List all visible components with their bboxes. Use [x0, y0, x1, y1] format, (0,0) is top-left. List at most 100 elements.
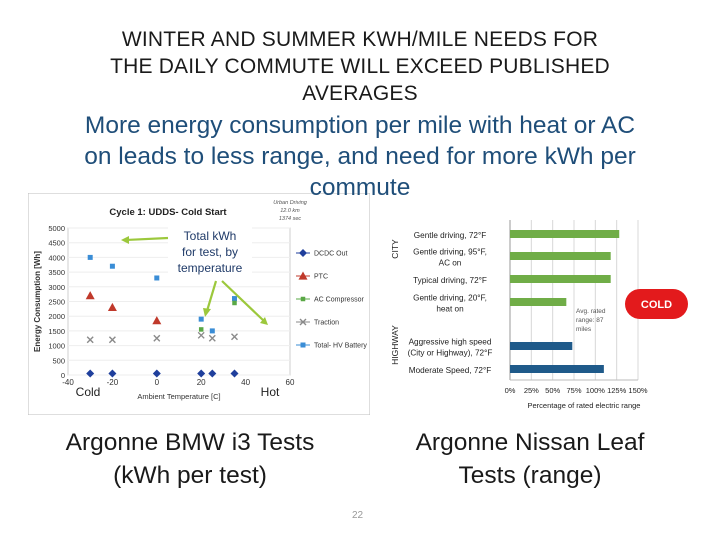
title-line: WINTER AND SUMMER KWH/MILE NEEDS FOR: [121, 28, 599, 51]
cold-badge-label: COLD: [641, 299, 672, 311]
category-label: heat on: [436, 305, 464, 314]
y-tick-label: 5000: [48, 224, 65, 233]
bar: [510, 275, 611, 283]
bar: [510, 365, 604, 373]
bar: [510, 342, 573, 350]
legend-marker: [300, 296, 306, 302]
category-label: Typical driving, 72°F: [413, 276, 487, 285]
bar: [510, 230, 620, 238]
legend-marker: [299, 249, 307, 257]
callout-text: temperature: [178, 261, 243, 275]
x-tick-label: 50%: [545, 386, 560, 395]
callout-arrow: [125, 236, 169, 242]
caption-line: Argonne BMW i3 Tests: [65, 429, 315, 456]
hot-label: Hot: [261, 385, 280, 399]
x-axis-label: Percentage of rated electric range: [528, 401, 641, 410]
y-tick-label: 2500: [48, 298, 65, 307]
x-tick-label: -20: [107, 378, 119, 387]
data-point: [152, 316, 162, 325]
data-point: [230, 369, 239, 378]
data-point: [154, 275, 160, 281]
x-tick-label: 25%: [524, 386, 539, 395]
legend-label: Total- HV Battery: [314, 343, 367, 350]
caption-line: Argonne Nissan Leaf: [415, 429, 645, 456]
chart-annotation: Urban Driving: [273, 200, 308, 206]
data-point: [208, 334, 216, 342]
data-point: [108, 336, 116, 344]
data-point: [85, 291, 95, 300]
data-point: [108, 369, 117, 378]
data-point: [198, 316, 204, 322]
callout-text: for test, by: [182, 245, 238, 259]
bmw-caption: Argonne BMW i3 Tests (kWh per test): [20, 426, 360, 492]
x-tick-label: 100%: [586, 386, 606, 395]
x-tick-label: 0: [155, 378, 160, 387]
callout-box: [168, 227, 252, 279]
title-line: AVERAGES: [302, 82, 418, 105]
callout-arrowhead: [260, 317, 268, 325]
group-label: HIGHWAY: [390, 325, 400, 365]
x-axis-label: Ambient Temperature [C]: [137, 392, 220, 401]
slide-title: WINTER AND SUMMER KWH/MILE NEEDS FOR THE…: [0, 26, 720, 107]
chart-title: Cycle 1: UDDS- Cold Start: [109, 207, 227, 218]
y-tick-label: 4500: [48, 239, 65, 248]
callout-arrow: [221, 280, 265, 322]
data-point: [197, 331, 205, 339]
bar: [510, 252, 611, 260]
data-point: [232, 296, 237, 302]
bar: [510, 298, 567, 306]
callout-text: Total kWh: [184, 229, 237, 243]
title-line: THE DAILY COMMUTE WILL EXCEED PUBLISHED: [110, 55, 610, 78]
data-point: [87, 254, 93, 260]
y-tick-label: 4000: [48, 253, 65, 262]
cold-label: Cold: [76, 385, 101, 399]
x-tick-label: 75%: [566, 386, 581, 395]
y-tick-label: 3000: [48, 283, 65, 292]
legend-label: PTC: [314, 274, 328, 281]
data-point: [152, 369, 161, 378]
y-tick-label: 500: [52, 356, 65, 365]
category-label: Gentle driving, 20°F,: [413, 294, 487, 303]
y-tick-label: 1500: [48, 327, 65, 336]
category-label: Aggressive high speed: [409, 338, 492, 347]
y-tick-label: 1000: [48, 342, 65, 351]
leaf-chart: Gentle driving, 72°F Gentle driving, 95°F…: [390, 220, 688, 410]
page-number: 22: [352, 510, 364, 521]
data-point: [153, 334, 161, 342]
x-tick-label: 150%: [628, 386, 648, 395]
range-annotation: range: 87: [576, 317, 604, 324]
y-tick-label: 0: [61, 371, 65, 380]
data-point: [86, 369, 95, 378]
x-tick-label: 40: [241, 378, 250, 387]
data-point: [107, 302, 117, 311]
legend-label: Traction: [314, 320, 339, 327]
data-point: [232, 300, 237, 306]
data-point: [86, 336, 94, 344]
legend-marker: [300, 342, 306, 348]
chart-annotation: 1374 sec: [279, 216, 302, 222]
legend-marker: [299, 318, 307, 326]
slide-subtitle: More energy consumption per mile with he…: [0, 110, 720, 203]
chart-annotation: 12.0 km: [280, 208, 300, 214]
x-tick-label: -40: [62, 378, 74, 387]
subtitle-line: commute: [309, 174, 411, 201]
category-label: Gentle driving, 95°F,: [413, 248, 487, 257]
data-point: [231, 333, 238, 341]
legend-marker: [298, 271, 308, 280]
caption-line: (kWh per test): [113, 462, 267, 489]
range-annotation: miles: [576, 326, 592, 333]
data-point: [209, 328, 215, 334]
category-label: Moderate Speed, 72°F: [409, 366, 491, 375]
category-label: Gentle driving, 72°F: [414, 231, 486, 240]
callout-arrowhead: [203, 308, 211, 317]
category-label: AC on: [439, 259, 462, 268]
data-point: [198, 327, 204, 332]
subtitle-line: on leads to less range, and need for mor…: [84, 143, 636, 170]
subtitle-line: More energy consumption per mile with he…: [84, 112, 636, 139]
callout-arrowhead: [121, 236, 129, 244]
legend-label: AC Compressor: [314, 297, 364, 304]
group-label: CITY: [390, 239, 400, 259]
range-annotation: Avg. rated: [576, 308, 606, 315]
cold-badge: [625, 289, 688, 319]
legend-label: DCDC Out: [314, 251, 348, 258]
